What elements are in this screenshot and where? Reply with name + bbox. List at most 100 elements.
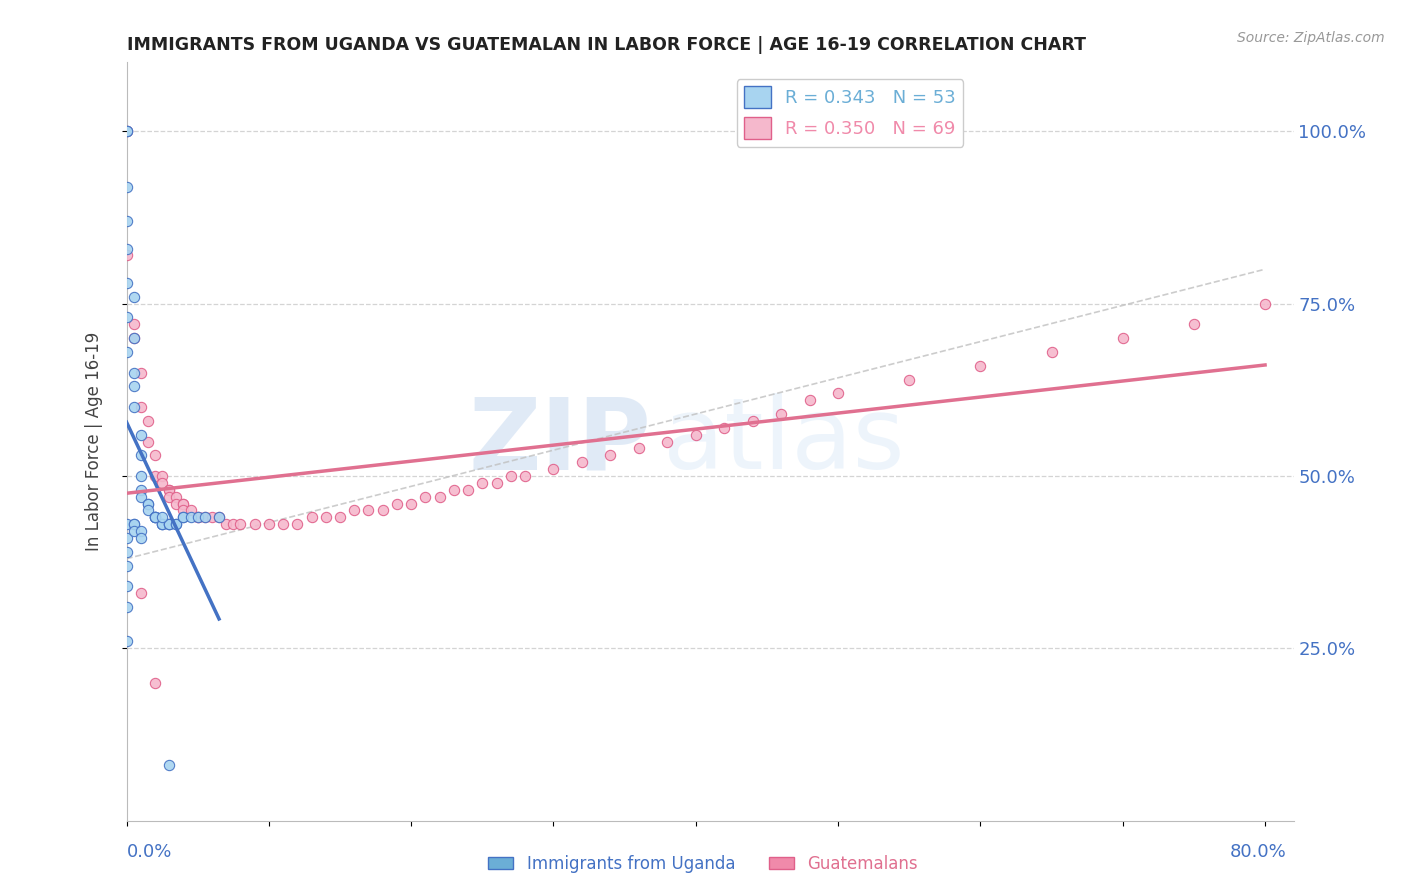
Point bbox=[208, 510, 231, 524]
Point bbox=[115, 345, 138, 359]
Point bbox=[315, 510, 337, 524]
Point bbox=[180, 503, 202, 517]
Point bbox=[143, 510, 166, 524]
Point bbox=[898, 372, 921, 386]
Point bbox=[122, 400, 145, 414]
Point bbox=[150, 517, 173, 532]
Point bbox=[122, 318, 145, 332]
Point bbox=[143, 510, 166, 524]
Point bbox=[115, 517, 138, 532]
Point bbox=[150, 517, 173, 532]
Point bbox=[827, 386, 849, 401]
Point bbox=[136, 414, 159, 428]
Point bbox=[122, 331, 145, 345]
Point bbox=[443, 483, 465, 497]
Point bbox=[157, 517, 180, 532]
Point bbox=[136, 497, 159, 511]
Point bbox=[122, 366, 145, 380]
Point bbox=[136, 497, 159, 511]
Point bbox=[150, 469, 173, 483]
Point bbox=[571, 455, 593, 469]
Point bbox=[194, 510, 217, 524]
Text: ZIP: ZIP bbox=[468, 393, 652, 490]
Point bbox=[194, 510, 217, 524]
Point bbox=[343, 503, 366, 517]
Point bbox=[115, 248, 138, 262]
Point bbox=[115, 545, 138, 559]
Point bbox=[741, 414, 763, 428]
Point bbox=[713, 421, 735, 435]
Point bbox=[129, 531, 152, 545]
Point bbox=[129, 400, 152, 414]
Point bbox=[115, 276, 138, 290]
Point bbox=[129, 427, 152, 442]
Point bbox=[399, 497, 422, 511]
Point bbox=[115, 124, 138, 138]
Point bbox=[172, 510, 194, 524]
Point bbox=[157, 483, 180, 497]
Point bbox=[122, 379, 145, 393]
Point bbox=[187, 510, 209, 524]
Point bbox=[599, 448, 621, 462]
Point bbox=[129, 483, 152, 497]
Point bbox=[143, 675, 166, 690]
Point bbox=[208, 510, 231, 524]
Point bbox=[115, 579, 138, 593]
Point bbox=[285, 517, 308, 532]
Point bbox=[115, 531, 138, 545]
Point bbox=[485, 475, 508, 490]
Point bbox=[180, 510, 202, 524]
Point bbox=[415, 490, 437, 504]
Point bbox=[115, 242, 138, 256]
Point bbox=[627, 442, 650, 456]
Text: 0.0%: 0.0% bbox=[127, 843, 172, 861]
Point bbox=[172, 497, 194, 511]
Point bbox=[150, 517, 173, 532]
Legend: Immigrants from Uganda, Guatemalans: Immigrants from Uganda, Guatemalans bbox=[482, 848, 924, 880]
Point bbox=[143, 510, 166, 524]
Point bbox=[1254, 296, 1277, 310]
Point bbox=[222, 517, 245, 532]
Point bbox=[122, 290, 145, 304]
Point bbox=[129, 586, 152, 600]
Point bbox=[685, 427, 707, 442]
Point bbox=[157, 517, 180, 532]
Point bbox=[136, 434, 159, 449]
Point bbox=[157, 517, 180, 532]
Point bbox=[157, 490, 180, 504]
Point bbox=[150, 475, 173, 490]
Point bbox=[770, 407, 793, 421]
Point bbox=[1040, 345, 1063, 359]
Point bbox=[243, 517, 266, 532]
Point bbox=[1112, 331, 1135, 345]
Point bbox=[1182, 318, 1205, 332]
Point bbox=[385, 497, 408, 511]
Point bbox=[129, 490, 152, 504]
Point bbox=[172, 503, 194, 517]
Point bbox=[165, 517, 187, 532]
Point bbox=[129, 448, 152, 462]
Point bbox=[115, 179, 138, 194]
Point bbox=[115, 599, 138, 614]
Point bbox=[357, 503, 380, 517]
Point bbox=[457, 483, 479, 497]
Point bbox=[122, 517, 145, 532]
Point bbox=[150, 510, 173, 524]
Point bbox=[122, 331, 145, 345]
Point bbox=[172, 510, 194, 524]
Point bbox=[543, 462, 565, 476]
Point bbox=[499, 469, 522, 483]
Text: IMMIGRANTS FROM UGANDA VS GUATEMALAN IN LABOR FORCE | AGE 16-19 CORRELATION CHAR: IMMIGRANTS FROM UGANDA VS GUATEMALAN IN … bbox=[127, 36, 1085, 54]
Point bbox=[157, 483, 180, 497]
Legend: R = 0.343   N = 53, R = 0.350   N = 69: R = 0.343 N = 53, R = 0.350 N = 69 bbox=[737, 79, 963, 146]
Point bbox=[165, 490, 187, 504]
Y-axis label: In Labor Force | Age 16-19: In Labor Force | Age 16-19 bbox=[84, 332, 103, 551]
Point bbox=[799, 393, 821, 408]
Point bbox=[143, 448, 166, 462]
Point bbox=[115, 214, 138, 228]
Point bbox=[329, 510, 352, 524]
Point bbox=[115, 634, 138, 648]
Point bbox=[115, 124, 138, 138]
Point bbox=[187, 510, 209, 524]
Point bbox=[301, 510, 323, 524]
